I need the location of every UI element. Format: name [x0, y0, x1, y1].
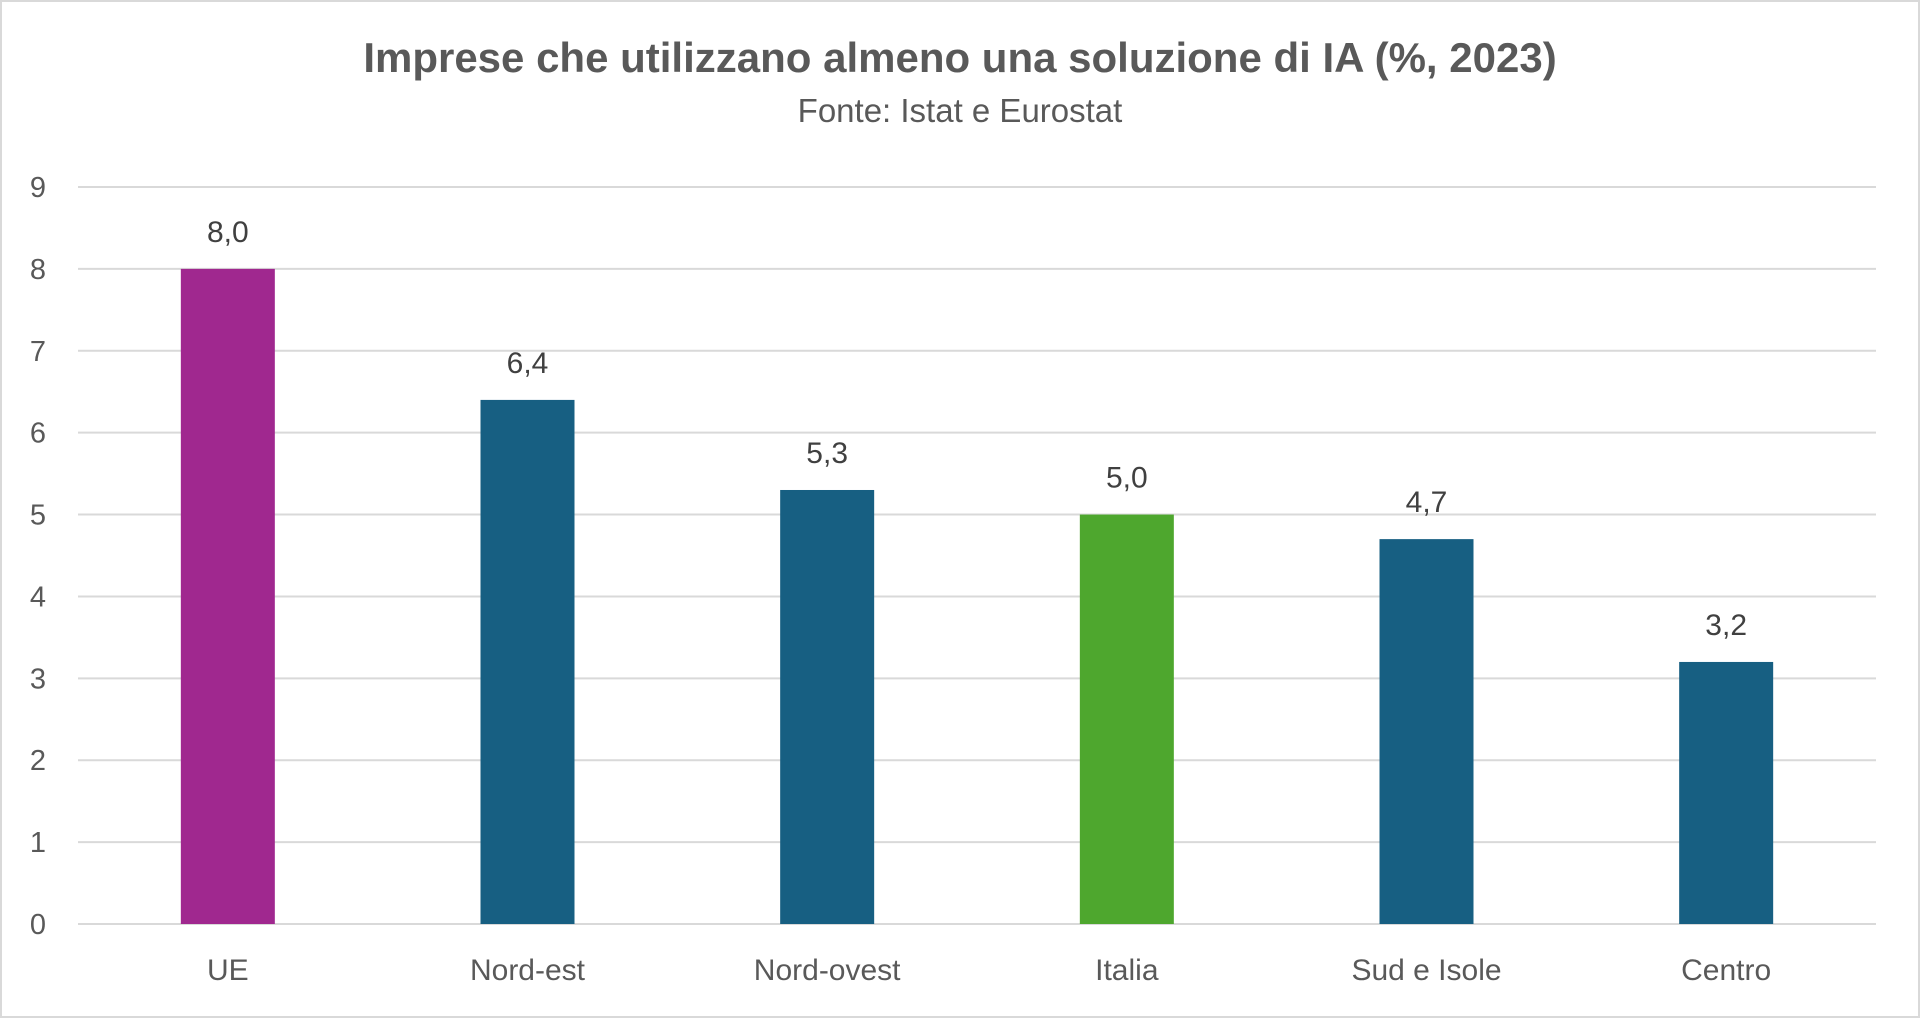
x-tick-label: Nord-ovest: [754, 954, 901, 987]
y-tick-label: 4: [30, 581, 46, 613]
y-tick-label: 8: [30, 254, 46, 286]
bar-ue: [180, 268, 275, 924]
y-tick-label: 2: [30, 745, 46, 777]
y-tick-label: 5: [30, 500, 46, 532]
data-label: 3,2: [1705, 609, 1747, 642]
data-labels: 8,0 6,4 5,3 5,0 4,7 3,2: [207, 216, 1747, 642]
x-tick-label: UE: [207, 954, 249, 987]
data-label: 5,3: [806, 437, 848, 470]
y-tick-label: 0: [30, 909, 46, 941]
x-tick-label: Sud e Isole: [1351, 954, 1501, 987]
chart-title: Imprese che utilizzano almeno una soluzi…: [363, 34, 1557, 81]
data-label: 8,0: [207, 216, 249, 249]
x-axis: UE Nord-est Nord-ovest Italia Sud e Isole Cen…: [207, 954, 1771, 987]
data-label: 5,0: [1106, 462, 1148, 495]
bar-sud-e-isole: [1379, 539, 1474, 924]
x-tick-label: Centro: [1681, 954, 1771, 987]
x-tick-label: Nord-est: [470, 954, 586, 987]
x-tick-label: Italia: [1095, 954, 1159, 987]
data-label: 6,4: [507, 347, 549, 380]
bar-centro: [1679, 661, 1774, 924]
gridlines: [78, 186, 1876, 925]
y-axis: 0 1 2 3 4 5 6 7 8 9: [30, 172, 46, 941]
y-tick-label: 9: [30, 172, 46, 204]
y-tick-label: 1: [30, 827, 46, 859]
data-label: 4,7: [1406, 486, 1448, 519]
bar-nord-ovest: [780, 489, 875, 924]
bar-nord-est: [480, 399, 575, 924]
chart-subtitle: Fonte: Istat e Eurostat: [797, 92, 1123, 129]
y-tick-label: 3: [30, 663, 46, 695]
y-tick-label: 6: [30, 418, 46, 450]
y-tick-label: 7: [30, 336, 46, 368]
bars: [180, 268, 1774, 924]
bar-italia: [1079, 514, 1174, 924]
